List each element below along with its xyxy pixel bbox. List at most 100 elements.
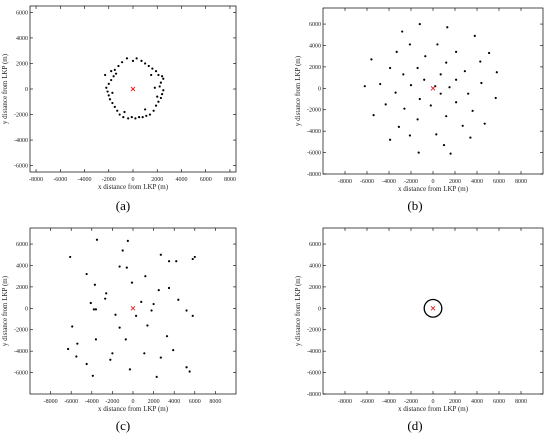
data-point-b-29: [467, 92, 470, 95]
data-point-c-29: [134, 314, 138, 317]
data-point-b-20: [455, 78, 458, 81]
data-point-a-9: [147, 64, 150, 68]
x-tick-label-d-3: -2000: [404, 399, 418, 405]
data-point-b-30: [418, 97, 421, 101]
data-point-c-15: [105, 292, 108, 295]
data-point-a-12: [157, 73, 160, 77]
data-point-c-49: [85, 362, 88, 366]
plot-frame-c: [29, 227, 237, 395]
data-point-c-6: [167, 260, 171, 263]
data-point-b-43: [435, 133, 438, 136]
y-tick-label-d-4: 0: [318, 306, 321, 312]
data-point-c-44: [185, 366, 188, 369]
data-point-b-10: [370, 58, 373, 61]
data-point-c-4: [121, 249, 124, 252]
data-point-a-16: [158, 85, 161, 88]
data-point-c-1: [126, 239, 129, 242]
data-point-a-46: [111, 91, 114, 94]
data-point-c-14: [130, 281, 134, 284]
data-point-c-42: [159, 356, 162, 359]
y-tick-label-b-4: 0: [318, 86, 321, 92]
data-point-c-43: [109, 358, 112, 361]
x-tick-label-d-5: 2000: [449, 399, 461, 405]
data-point-a-17: [162, 89, 165, 92]
data-point-a-38: [105, 86, 108, 89]
y-tick-label-c-2: -2000: [14, 328, 28, 334]
data-point-b-5: [408, 43, 411, 46]
data-point-a-37: [106, 90, 109, 93]
lkp-marker-d: [430, 306, 436, 311]
y-tick-label-b-6: 4000: [309, 43, 321, 49]
panel-d: -8000 -6000 -4000 -2000 0 2000 4000 6000 8000 -80…: [294, 227, 544, 413]
data-point-a-39: [107, 82, 110, 85]
data-point-a-21: [154, 104, 158, 107]
x-tick-label-a-6: 4000: [175, 177, 187, 183]
x-axis-label-a: x distance from LKP (m): [98, 183, 169, 191]
x-tick-label-a-5: 2000: [151, 177, 163, 183]
data-point-a-33: [113, 105, 116, 108]
x-tick-label-b-5: 2000: [449, 179, 461, 185]
y-axis-label-a: y distance from LKP (m): [1, 53, 9, 124]
data-point-c-22: [152, 302, 155, 306]
x-tick-label-b-6: 4000: [471, 179, 483, 185]
y-tick-label-b-0: -8000: [307, 172, 321, 178]
data-point-b-33: [384, 103, 387, 106]
search-circle-d: [423, 298, 443, 318]
data-point-a-28: [130, 115, 133, 119]
y-tick-label-d-3: -2000: [307, 328, 321, 334]
data-point-a-4: [125, 57, 129, 60]
data-point-a-32: [116, 109, 119, 112]
x-axis-label-d: x distance from LKP (m): [398, 405, 469, 413]
data-point-b-37: [445, 115, 448, 118]
data-point-c-38: [172, 348, 175, 352]
data-point-a-25: [141, 115, 144, 119]
x-tick-label-b-3: -2000: [404, 179, 418, 185]
data-point-b-14: [416, 66, 419, 70]
panel-label-b: (b): [407, 198, 423, 213]
data-point-b-4: [436, 43, 439, 46]
x-tick-label-a-7: 6000: [200, 177, 212, 183]
data-point-a-23: [148, 113, 152, 116]
data-point-c-21: [89, 301, 92, 305]
data-point-b-35: [403, 107, 406, 110]
y-tick-label-d-0: -8000: [307, 392, 321, 398]
y-tick-label-a-1: -4000: [14, 138, 28, 144]
data-point-a-10: [151, 67, 154, 70]
data-point-c-26: [177, 298, 180, 301]
data-point-c-11: [85, 272, 88, 276]
data-point-c-9: [125, 266, 128, 269]
data-point-a-30: [122, 115, 125, 119]
data-point-a-31: [118, 113, 121, 116]
data-point-b-48: [417, 151, 420, 154]
y-tick-label-c-3: 0: [25, 306, 28, 312]
data-point-b-1: [446, 26, 449, 29]
data-point-b-9: [424, 55, 427, 58]
x-tick-label-d-7: 6000: [493, 399, 505, 405]
data-point-b-19: [423, 78, 426, 81]
x-tick-label-d-1: -6000: [360, 399, 374, 405]
data-point-c-37: [67, 347, 70, 351]
data-point-a-11: [154, 70, 158, 73]
lkp-marker-c: [130, 306, 136, 311]
data-point-a-49: [123, 110, 126, 114]
data-point-c-46: [188, 370, 191, 373]
data-point-a-15: [159, 81, 162, 84]
y-tick-label-d-2: -4000: [307, 349, 321, 355]
x-tick-label-b-4: 0: [432, 179, 435, 185]
x-tick-label-d-2: -4000: [382, 399, 396, 405]
x-axis-label-b: x distance from LKP (m): [398, 185, 469, 193]
x-tick-label-a-4: 0: [132, 177, 135, 183]
data-point-a-42: [104, 73, 107, 77]
data-point-c-2: [159, 253, 162, 256]
data-point-a-1: [113, 68, 116, 71]
lkp-marker-b: [430, 86, 436, 91]
data-point-c-0: [95, 238, 99, 241]
data-point-c-19: [94, 308, 98, 311]
data-point-a-20: [157, 100, 160, 103]
x-tick-label-c-1: -6000: [64, 399, 78, 405]
y-tick-label-c-5: 4000: [16, 263, 28, 269]
x-tick-label-c-6: 4000: [168, 399, 180, 405]
data-point-b-23: [409, 84, 413, 87]
data-point-a-6: [135, 57, 138, 60]
panel-a: -8000 -6000 -4000 -2000 0 2000 4000 6000 8000 -60…: [1, 5, 237, 191]
